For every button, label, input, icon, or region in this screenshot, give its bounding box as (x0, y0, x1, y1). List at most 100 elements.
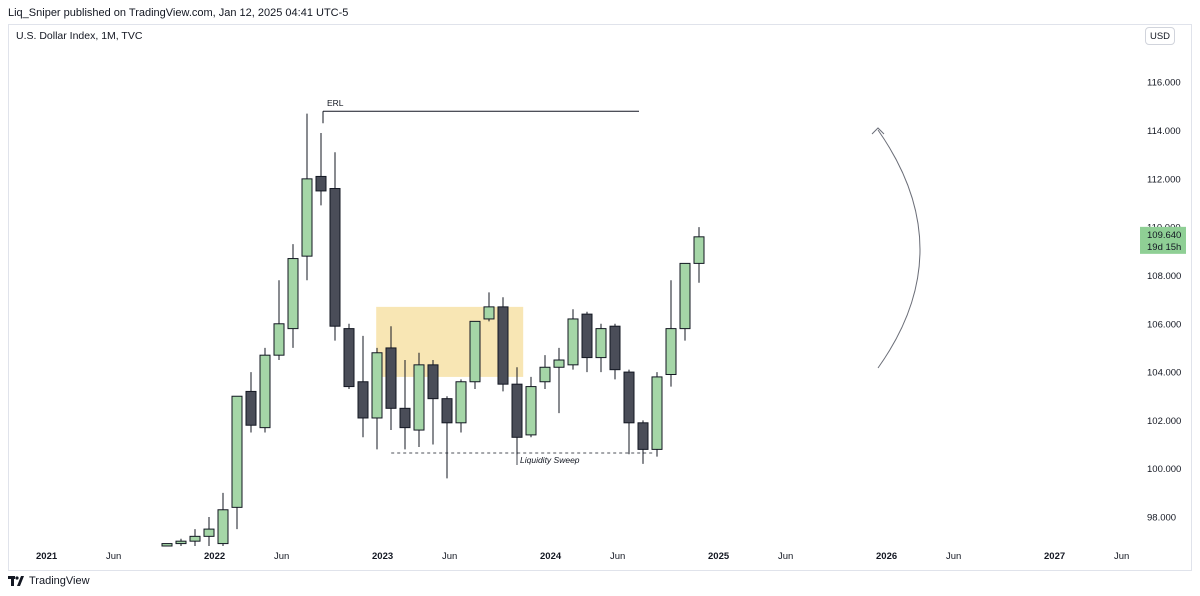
publisher-caption: Liq_Sniper published on TradingView.com,… (8, 7, 349, 19)
candle-2024-10[interactable] (665, 280, 677, 387)
candle-2023-12[interactable] (525, 376, 537, 438)
x-tick-label: Jun (442, 551, 457, 562)
x-tick-label: Jun (610, 551, 625, 562)
candle-2023-09[interactable] (483, 292, 495, 322)
x-tick-label: Jun (778, 551, 793, 562)
candle-2023-03[interactable] (399, 360, 411, 450)
candle-2022-06[interactable] (273, 280, 285, 361)
candle-body (483, 306, 495, 320)
candle-body (427, 364, 439, 400)
candle-2024-04[interactable] (581, 311, 593, 373)
candle-body (567, 318, 579, 366)
candle-2022-07[interactable] (287, 244, 299, 348)
erl-label: ERL (327, 98, 344, 108)
last-price-tag (1140, 226, 1186, 254)
candle-2022-04[interactable] (245, 372, 257, 433)
candle-2024-12[interactable] (693, 227, 705, 283)
candle-2022-10[interactable] (329, 152, 341, 341)
last-price-value: 109.640 (1147, 230, 1181, 241)
candle-2022-05[interactable] (259, 347, 271, 433)
candle-2022-09[interactable] (315, 132, 327, 206)
candle-2024-08[interactable] (637, 420, 649, 464)
candle-2024-01[interactable] (539, 355, 551, 389)
candle-2022-02[interactable] (217, 492, 229, 546)
candle-body (539, 366, 551, 383)
candle-body (511, 383, 523, 438)
candle-body (497, 306, 509, 385)
candle-body (273, 323, 285, 356)
candle-2024-06[interactable] (609, 323, 621, 380)
candle-2024-07[interactable] (623, 369, 635, 455)
candle-2023-05[interactable] (427, 360, 439, 445)
candle-2023-01[interactable] (371, 347, 383, 450)
y-tick-label: 116.000 (1147, 78, 1181, 89)
x-tick-label: Jun (274, 551, 289, 562)
candle-2021-11[interactable] (175, 538, 187, 546)
candle-2024-11[interactable] (679, 262, 691, 341)
candle-2022-08[interactable] (301, 113, 313, 281)
chart-frame (8, 24, 1192, 571)
candle-2022-03[interactable] (231, 395, 243, 530)
tradingview-logo-icon (8, 576, 24, 586)
projection-arrow-curve (877, 129, 921, 369)
x-tick-label: 2024 (540, 551, 562, 562)
candle-body (581, 313, 593, 359)
last-price-countdown: 19d 15h (1147, 242, 1181, 253)
y-tick-label: 114.000 (1147, 126, 1181, 137)
candle-body (329, 188, 341, 327)
candle-body (469, 320, 481, 383)
currency-button[interactable]: USD (1145, 27, 1175, 45)
y-tick-label: 106.000 (1147, 319, 1181, 330)
candle-body (637, 422, 649, 450)
candle-2021-12[interactable] (189, 529, 201, 546)
y-tick-label: 112.000 (1147, 174, 1181, 185)
candle-body (595, 328, 607, 359)
liquidity-sweep-label: Liquidity Sweep (520, 455, 580, 465)
candle-body (161, 543, 173, 547)
candle-body (525, 386, 537, 436)
candle-2022-12[interactable] (357, 335, 369, 438)
candle-2023-02[interactable] (385, 326, 397, 431)
candle-body (175, 540, 187, 545)
y-tick-label: 100.000 (1147, 464, 1181, 475)
candle-body (553, 359, 565, 368)
x-tick-label: 2027 (1044, 551, 1065, 562)
candle-2024-09[interactable] (651, 372, 663, 457)
y-tick-label: 98.000 (1147, 513, 1176, 524)
candle-2022-11[interactable] (343, 323, 355, 389)
candle-body (245, 390, 257, 426)
candle-2023-06[interactable] (441, 396, 453, 479)
candle-body (203, 528, 215, 537)
candle-body (301, 178, 313, 257)
candle-2023-08[interactable] (469, 320, 481, 389)
candle-2023-04[interactable] (413, 352, 425, 447)
candle-body (399, 407, 411, 429)
candle-body (679, 262, 691, 330)
candle-2023-07[interactable] (455, 379, 467, 433)
candle-2024-05[interactable] (595, 323, 607, 373)
y-tick-label: 108.000 (1147, 271, 1181, 282)
candle-body (357, 381, 369, 419)
symbol-info: U.S. Dollar Index, 1M, TVC (16, 30, 143, 42)
candle-body (651, 376, 663, 450)
x-tick-label: 2026 (876, 551, 897, 562)
candle-body (385, 347, 397, 409)
footer-brand: TradingView (8, 575, 90, 587)
y-tick-label: 102.000 (1147, 416, 1181, 427)
candle-body (217, 509, 229, 545)
x-tick-label: 2023 (372, 551, 393, 562)
candle-body (371, 352, 383, 419)
candle-body (413, 364, 425, 431)
candle-2024-03[interactable] (567, 309, 579, 370)
candle-2023-10[interactable] (497, 297, 509, 392)
y-tick-label: 104.000 (1147, 368, 1181, 379)
candle-2024-02[interactable] (553, 347, 565, 414)
candle-body (693, 236, 705, 264)
candle-body (287, 258, 299, 330)
candle-body (343, 328, 355, 388)
candle-body (455, 381, 467, 424)
candle-2022-01[interactable] (203, 517, 215, 546)
candle-2023-11[interactable] (511, 367, 523, 455)
candle-2021-10[interactable] (161, 543, 173, 547)
